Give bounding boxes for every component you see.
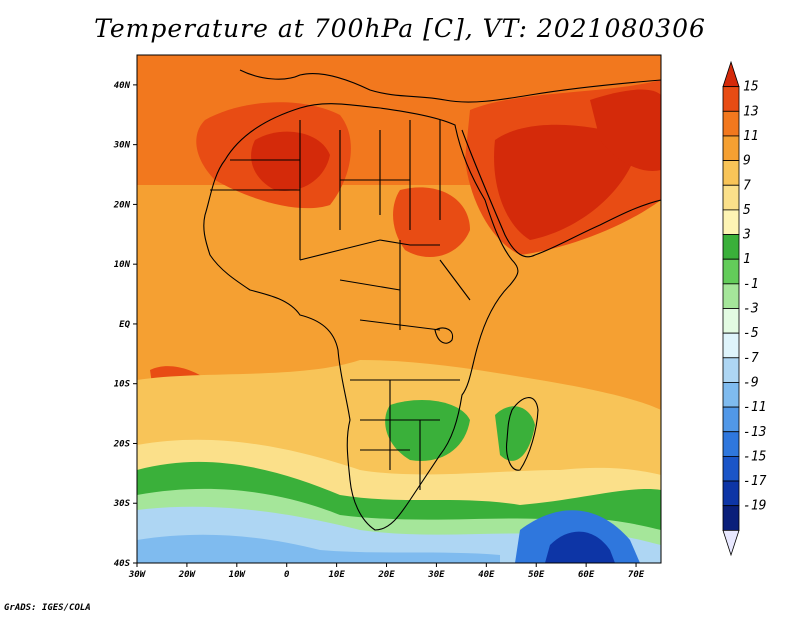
temperature-map-figure: 40N 30N 20N 10N EQ 10S 20S 30S 40S 30W 20W 10W 0 10E… <box>113 54 767 580</box>
map-title: Temperature at 700hPa [C], VT: 202108030… <box>94 14 706 43</box>
colorbar-swatch <box>722 110 740 137</box>
temperature-field <box>137 55 661 563</box>
colorbar-swatch <box>722 332 740 359</box>
madagascar-coastline <box>506 397 539 471</box>
field-sahara-core <box>251 131 330 191</box>
lon-label: 20E <box>377 570 395 580</box>
colorbar-label: -19 <box>743 499 766 514</box>
colorbar-label: 11 <box>743 129 759 144</box>
lat-label: 40N <box>114 81 131 91</box>
colorbar-label: 9 <box>743 154 751 169</box>
africa-coastline <box>203 103 519 531</box>
colorbar: 15 13 11 9 7 5 3 1 -1 -3 -5 -7 -9 -11 -13 -15 -17 -19 <box>722 60 767 557</box>
lat-label: 40S <box>114 559 131 569</box>
lat-label: 30S <box>113 499 131 509</box>
colorbar-label: -9 <box>743 375 759 390</box>
map-frame <box>136 54 662 564</box>
field-central-africa-warm <box>393 187 470 258</box>
lat-label: 20N <box>113 200 131 210</box>
lat-label: 10S <box>114 380 131 390</box>
colorbar-label: -5 <box>743 326 759 341</box>
colorbar-label: -7 <box>743 351 759 366</box>
lon-label: 70E <box>628 570 645 580</box>
colorbar-swatch <box>722 455 740 482</box>
colorbar-swatch <box>722 529 740 557</box>
lat-label: 30N <box>113 141 131 151</box>
colorbar-swatch <box>722 184 740 211</box>
field-zambia-green <box>385 400 470 461</box>
colorbar-swatch <box>722 308 740 334</box>
colorbar-swatch <box>722 357 740 383</box>
colorbar-swatch <box>722 86 740 112</box>
colorbar-label: -3 <box>743 302 759 317</box>
colorbar-label: -1 <box>743 277 759 292</box>
lake-victoria <box>434 327 454 344</box>
lat-label: 10N <box>114 260 131 270</box>
lon-label: 10E <box>328 570 345 580</box>
colorbar-swatch <box>722 406 740 433</box>
lon-label: 0 <box>284 570 290 580</box>
colorbar-swatch <box>722 60 740 88</box>
colorbar-label: 1 <box>743 252 751 267</box>
colorbar-label: -13 <box>743 425 766 440</box>
lon-label: 10W <box>229 570 247 580</box>
colorbar-swatch <box>722 160 740 186</box>
longitude-axis: 30W 20W 10W 0 10E 20E 30E 40E 50E 60E 70E <box>128 563 645 580</box>
latitude-axis: 40N 30N 20N 10N EQ 10S 20S 30S 40S <box>113 81 137 569</box>
field-madagascar-green <box>495 406 535 461</box>
borders-south <box>350 379 460 490</box>
europe-coastline <box>239 69 661 103</box>
lon-label: 40E <box>478 570 495 580</box>
colorbar-label: 7 <box>743 178 751 193</box>
field-cold-core-west <box>137 534 500 563</box>
lat-label: 20S <box>113 439 131 449</box>
lon-label: 20W <box>178 570 197 580</box>
colorbar-label: 5 <box>743 203 751 218</box>
lat-label: EQ <box>119 320 130 330</box>
coastlines-and-borders <box>203 69 661 531</box>
lon-label: 30E <box>427 570 445 580</box>
lon-label: 60E <box>578 570 595 580</box>
arabia-coastline <box>461 129 661 258</box>
borders-north <box>210 120 441 260</box>
colorbar-swatch <box>722 234 740 260</box>
colorbar-swatch <box>722 480 740 507</box>
field-cold-core-east-center <box>545 531 615 563</box>
credit-footer: GrADS: IGES/COLA <box>4 603 91 613</box>
colorbar-label: -11 <box>743 400 766 415</box>
lon-label: 30W <box>128 570 147 580</box>
colorbar-label: -15 <box>743 449 767 464</box>
colorbar-label: 3 <box>742 228 751 243</box>
colorbar-label: 15 <box>743 80 759 95</box>
colorbar-swatch <box>722 431 740 457</box>
field-arabia-core <box>494 124 640 240</box>
borders-central <box>299 239 471 331</box>
colorbar-swatch <box>722 382 740 408</box>
colorbar-swatch <box>722 283 740 309</box>
field-iran-core <box>590 89 661 171</box>
lon-label: 50E <box>528 570 545 580</box>
colorbar-swatch <box>722 505 740 531</box>
colorbar-swatch <box>722 135 740 161</box>
colorbar-swatch <box>722 258 740 285</box>
colorbar-swatch <box>722 209 740 235</box>
colorbar-label: -17 <box>743 474 767 489</box>
colorbar-label: 13 <box>743 104 759 119</box>
